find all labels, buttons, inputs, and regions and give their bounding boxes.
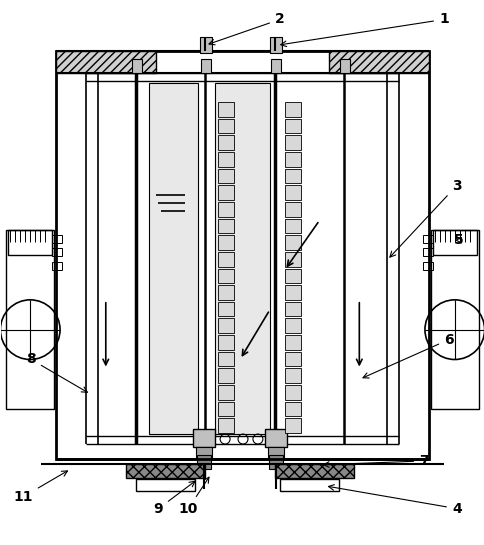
Bar bbox=[218, 235, 234, 250]
Bar bbox=[201, 59, 211, 73]
Bar bbox=[284, 119, 300, 134]
Bar bbox=[284, 185, 300, 200]
Bar bbox=[52, 235, 62, 243]
Bar bbox=[284, 202, 300, 216]
Text: 2: 2 bbox=[209, 13, 284, 45]
Bar bbox=[269, 38, 281, 53]
Bar bbox=[422, 248, 432, 256]
Text: 8: 8 bbox=[26, 353, 87, 392]
Bar bbox=[193, 429, 215, 447]
Bar bbox=[56, 51, 428, 459]
Bar bbox=[218, 269, 234, 283]
Bar bbox=[218, 285, 234, 300]
Bar bbox=[267, 447, 283, 457]
Bar bbox=[284, 402, 300, 416]
Bar bbox=[340, 59, 349, 73]
Bar bbox=[284, 219, 300, 233]
Bar bbox=[218, 152, 234, 167]
Bar bbox=[270, 59, 280, 73]
Bar bbox=[200, 38, 212, 53]
Bar bbox=[284, 318, 300, 333]
Text: 9: 9 bbox=[153, 481, 195, 516]
Bar bbox=[197, 455, 211, 469]
Text: 4: 4 bbox=[328, 485, 461, 516]
Bar bbox=[218, 185, 234, 200]
Bar bbox=[284, 269, 300, 283]
Text: 10: 10 bbox=[178, 477, 209, 516]
Bar bbox=[284, 419, 300, 433]
Text: 5: 5 bbox=[453, 233, 463, 247]
Bar bbox=[284, 135, 300, 150]
Bar bbox=[279, 479, 339, 490]
Bar bbox=[131, 59, 141, 73]
Bar bbox=[218, 335, 234, 350]
Bar bbox=[56, 51, 155, 73]
Text: 6: 6 bbox=[362, 332, 453, 378]
Bar bbox=[268, 455, 282, 469]
Bar bbox=[218, 318, 234, 333]
Bar bbox=[6, 230, 54, 409]
Bar bbox=[218, 402, 234, 416]
Bar bbox=[218, 252, 234, 267]
Bar bbox=[274, 464, 354, 478]
Bar bbox=[218, 119, 234, 134]
Bar bbox=[284, 152, 300, 167]
Text: 11: 11 bbox=[14, 471, 67, 504]
Bar bbox=[218, 202, 234, 216]
Bar bbox=[284, 352, 300, 366]
Bar bbox=[218, 419, 234, 433]
Bar bbox=[264, 429, 286, 447]
Bar bbox=[125, 464, 205, 478]
Bar bbox=[329, 51, 428, 73]
Text: 3: 3 bbox=[389, 179, 461, 257]
Bar bbox=[430, 230, 478, 409]
Bar bbox=[215, 83, 269, 434]
Bar bbox=[284, 302, 300, 317]
Bar bbox=[148, 83, 198, 434]
Bar bbox=[218, 102, 234, 117]
Bar bbox=[284, 385, 300, 400]
Bar bbox=[218, 302, 234, 317]
Bar bbox=[218, 168, 234, 183]
Bar bbox=[218, 352, 234, 366]
Bar bbox=[422, 262, 432, 270]
Bar bbox=[218, 135, 234, 150]
Text: 7: 7 bbox=[323, 454, 428, 468]
Bar bbox=[218, 385, 234, 400]
Bar bbox=[432, 230, 476, 255]
Bar bbox=[284, 102, 300, 117]
Bar bbox=[422, 235, 432, 243]
Bar bbox=[218, 368, 234, 383]
Bar bbox=[284, 335, 300, 350]
Bar bbox=[52, 262, 62, 270]
Bar bbox=[284, 235, 300, 250]
Bar bbox=[284, 285, 300, 300]
Bar bbox=[8, 230, 52, 255]
Bar bbox=[284, 168, 300, 183]
Bar bbox=[284, 368, 300, 383]
Bar bbox=[196, 447, 212, 457]
Bar bbox=[284, 252, 300, 267]
Bar bbox=[218, 219, 234, 233]
Bar bbox=[136, 479, 195, 490]
Bar bbox=[52, 248, 62, 256]
Text: 1: 1 bbox=[280, 13, 448, 46]
